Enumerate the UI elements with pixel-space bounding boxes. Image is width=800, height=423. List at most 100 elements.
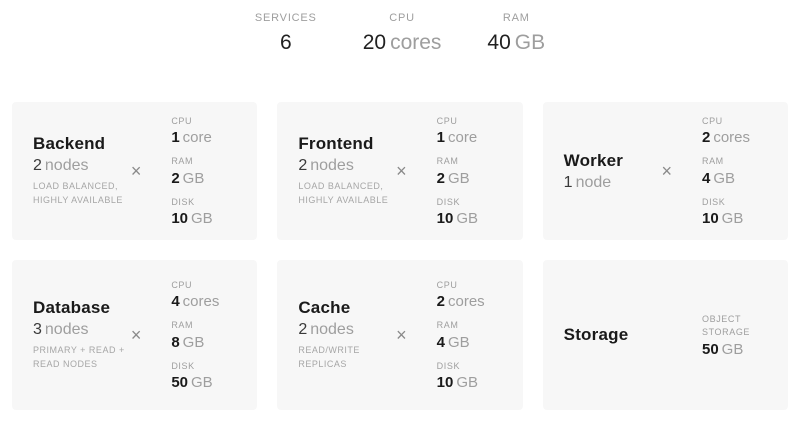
spec-label: CPU: [436, 115, 458, 126]
card-title: Storage: [563, 325, 629, 344]
multiply-icon: ×: [396, 324, 407, 345]
spec-label: CPU: [171, 279, 193, 290]
stat-value: 40 GB: [487, 31, 545, 55]
spec-value: 1 core: [437, 129, 509, 146]
spec-ram: RAM 2 GB: [437, 155, 509, 187]
stat-label: CPU: [389, 12, 415, 24]
spec-label: RAM: [171, 320, 194, 331]
summary-header: SERVICES 6 CPU 20 cores RAM 40 GB: [0, 0, 800, 102]
spec-value: 4 GB: [702, 170, 774, 187]
spec-value: 4 GB: [437, 334, 509, 351]
spec-number: 8: [171, 333, 180, 351]
spec-label: DISK: [701, 196, 726, 207]
node-count: 1 node: [564, 174, 662, 192]
stat-unit: GB: [514, 31, 546, 54]
card-info: Storage: [564, 325, 702, 345]
spec-unit: GB: [721, 340, 744, 358]
node-count-unit: nodes: [310, 157, 354, 175]
card-title: Backend: [33, 134, 106, 154]
spec-number: 2: [436, 293, 445, 311]
stat-label: SERVICES: [254, 12, 317, 24]
spec-number: 2: [701, 129, 711, 147]
spec-unit: GB: [182, 333, 205, 351]
node-count-number: 2: [298, 321, 308, 339]
spec-label: OBJECT STORAGE: [701, 313, 751, 338]
spec-unit: GB: [182, 169, 205, 187]
spec-cpu: CPU 1 core: [171, 115, 243, 147]
node-count: 2 nodes: [298, 157, 396, 175]
spec-unit: GB: [456, 210, 479, 228]
node-count-unit: nodes: [310, 321, 354, 339]
node-description-line: READ/WRITE: [298, 345, 360, 356]
spec-list: CPU 2 cores RAM 4 GB DISK 10 GB: [437, 279, 509, 392]
spec-unit: GB: [713, 169, 736, 187]
spec-value: 4 cores: [171, 293, 243, 310]
stat-label: RAM: [502, 12, 530, 24]
node-description: LOAD BALANCED, HIGHLY AVAILABLE: [298, 180, 396, 208]
spec-value: 10 GB: [437, 374, 509, 391]
stat-number: 40: [487, 31, 511, 54]
spec-unit: GB: [448, 169, 470, 187]
spec-ram: RAM 4 GB: [702, 155, 774, 187]
spec-unit: cores: [713, 129, 751, 147]
spec-number: 1: [436, 129, 445, 147]
card-storage: Storage OBJECT STORAGE 50 GB: [542, 260, 788, 410]
card-info: Worker 1 node: [564, 151, 662, 192]
spec-list: CPU 1 core RAM 2 GB DISK 10 GB: [171, 115, 243, 228]
card-frontend: Frontend 2 nodes LOAD BALANCED, HIGHLY AV…: [277, 102, 523, 240]
stat-unit: cores: [390, 31, 442, 54]
spec-number: 10: [701, 210, 719, 228]
summary-stat-services: SERVICES 6: [255, 12, 317, 102]
stat-value: 20 cores: [363, 31, 442, 55]
spec-disk: DISK 10 GB: [171, 196, 243, 228]
spec-value: 2 GB: [437, 170, 509, 187]
card-cache: Cache 2 nodes READ/WRITE REPLICAS × CPU 2…: [277, 260, 523, 410]
multiply-icon: ×: [396, 160, 407, 181]
spec-unit: cores: [182, 293, 220, 311]
node-count-number: 1: [563, 173, 573, 191]
spec-value: 10 GB: [702, 210, 774, 227]
node-count-unit: nodes: [44, 321, 89, 339]
spec-unit: cores: [448, 293, 485, 311]
stat-number: 6: [279, 31, 292, 54]
node-description-line: READ NODES: [33, 359, 98, 369]
summary-stat-cpu: CPU 20 cores: [363, 12, 442, 102]
card-worker: Worker 1 node × CPU 2 cores RAM 4 GB DISK 1…: [542, 102, 788, 240]
spec-label: CPU: [171, 115, 193, 126]
spec-unit: GB: [456, 374, 479, 392]
node-description-line: REPLICAS: [298, 359, 347, 369]
node-description-line: HIGHLY AVAILABLE: [298, 195, 389, 205]
spec-unit: GB: [191, 374, 213, 392]
multiply-icon: ×: [661, 160, 672, 181]
card-database: Database 3 nodes PRIMARY + READ + READ NO…: [12, 260, 258, 410]
node-description: LOAD BALANCED, HIGHLY AVAILABLE: [33, 180, 131, 208]
card-info: Frontend 2 nodes LOAD BALANCED, HIGHLY AV…: [298, 134, 396, 208]
card-info: Database 3 nodes PRIMARY + READ + READ NO…: [33, 298, 131, 372]
spec-number: 4: [701, 169, 711, 187]
card-info: Cache 2 nodes READ/WRITE REPLICAS: [298, 298, 396, 372]
node-count-number: 2: [33, 157, 42, 175]
spec-value: 2 GB: [171, 170, 243, 187]
spec-ram: RAM 8 GB: [171, 319, 243, 351]
spec-label: CPU: [436, 279, 458, 290]
node-count: 2 nodes: [298, 321, 396, 339]
stat-number: 20: [362, 31, 387, 54]
spec-value: 1 core: [171, 129, 243, 146]
spec-cpu: CPU 2 cores: [702, 115, 774, 147]
spec-value: 50 GB: [171, 374, 243, 391]
spec-label: RAM: [701, 156, 724, 167]
node-description-line: HIGHLY AVAILABLE: [33, 195, 123, 205]
spec-label: RAM: [171, 156, 194, 167]
node-count: 3 nodes: [33, 321, 131, 339]
node-count-number: 3: [33, 321, 42, 339]
spec-ram: RAM 4 GB: [437, 319, 509, 351]
spec-number: 10: [436, 210, 454, 228]
node-count-unit: nodes: [44, 157, 89, 175]
stat-value: 6: [255, 31, 317, 55]
spec-value: 8 GB: [171, 334, 243, 351]
spec-unit: GB: [721, 210, 744, 228]
spec-value: 50 GB: [702, 341, 774, 358]
summary-stat-ram: RAM 40 GB: [487, 12, 545, 102]
spec-value: 2 cores: [437, 293, 509, 310]
spec-label: DISK: [436, 196, 461, 207]
